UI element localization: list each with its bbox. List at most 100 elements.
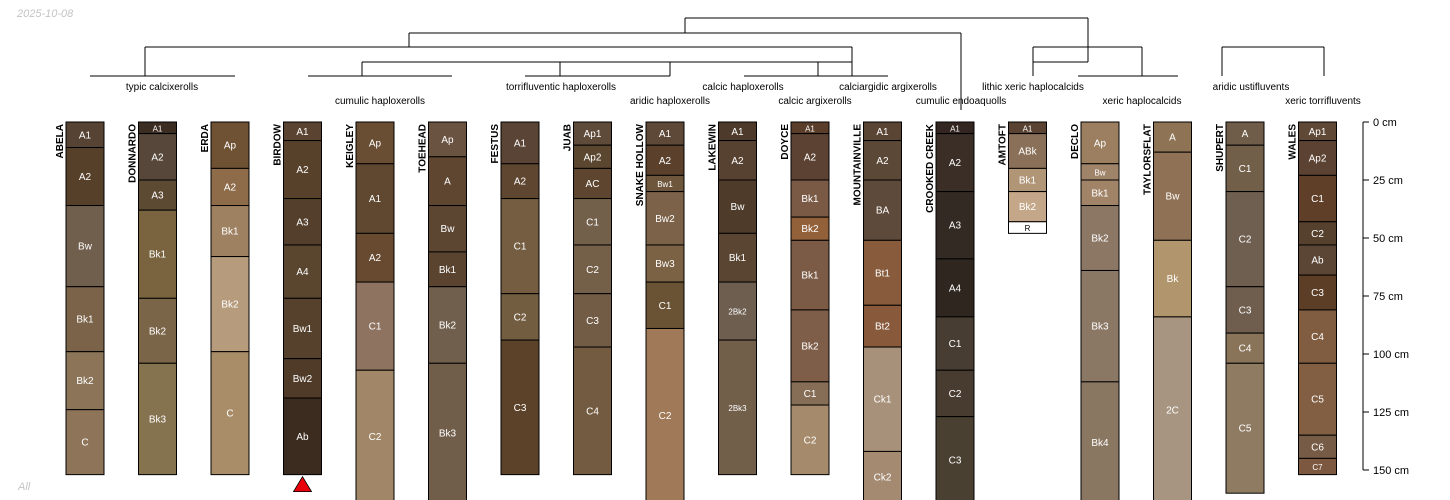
horizon-label: A4 (296, 267, 309, 278)
horizon-label: AC (586, 179, 600, 190)
horizon-ap (1080, 121, 1120, 165)
horizon-label: Bk1 (1019, 176, 1037, 187)
horizon-2c (1153, 316, 1192, 500)
horizon-label: A2 (296, 165, 309, 176)
horizon-label: 2Bk2 (728, 308, 747, 317)
horizon-label: A1 (805, 124, 815, 133)
horizon-label: C2 (586, 265, 599, 276)
horizon-label: A3 (296, 217, 309, 228)
horizon-label: Bk2 (439, 321, 457, 332)
horizon-label: C2 (1311, 229, 1324, 240)
horizon-label: BA (876, 206, 890, 217)
horizon-label: C2 (1239, 235, 1252, 246)
report-date: 2025-10-08 (17, 8, 74, 20)
horizon-label: A2 (79, 172, 92, 183)
profile-wales: Ap1 Ap2 C1 C2 Ab C3 C4 C5 C6 C7 WALES (1288, 121, 1337, 476)
horizon-bw3 (645, 244, 685, 283)
horizon-bk1 (210, 205, 250, 258)
horizon-abk (1008, 133, 1047, 169)
horizon-label: A1 (79, 130, 92, 141)
horizon-bk3 (138, 362, 177, 476)
horizon-a1 (500, 121, 540, 165)
horizon-label: C4 (1239, 344, 1252, 355)
horizon-bk2 (138, 297, 177, 364)
taxon-label: cumulic endoaquolls (916, 96, 1007, 107)
taxon-label: xeric torrifluvents (1285, 96, 1361, 107)
horizon-bt2 (863, 304, 902, 348)
taxon-label: xeric haplocalcids (1103, 96, 1182, 107)
horizon-a2 (283, 140, 322, 200)
horizon-bk1 (790, 179, 830, 218)
horizon-label: C2 (804, 435, 817, 446)
horizon-c2 (355, 369, 395, 500)
horizon-bk (1153, 239, 1192, 318)
horizon-label: Bk1 (801, 194, 819, 205)
profile-name: MOUNTAINVILLE (853, 124, 864, 206)
profile-keigley: Ap A1 A2 C1 C2 KEIGLEY (345, 121, 395, 500)
horizon-r (1008, 221, 1047, 234)
horizon-bk2 (790, 309, 830, 383)
horizon-label: Bw2 (655, 214, 675, 225)
taxon-label: calcic haploxerolls (702, 82, 783, 93)
horizon-label: C1 (586, 217, 599, 228)
taxon-label: calcic argixerolls (778, 96, 851, 107)
horizon-bk1 (428, 251, 467, 288)
horizon-2bk2 (718, 281, 757, 341)
profile-name: TOEHEAD (418, 124, 429, 173)
filter-label: All (18, 481, 31, 493)
horizon-bk1 (1080, 179, 1120, 207)
taxon-label: aridic haploxerolls (630, 96, 710, 107)
horizon-label: C1 (1239, 164, 1252, 175)
horizon-label: C1 (1311, 194, 1324, 205)
horizon-label: Bk1 (1091, 188, 1109, 199)
horizon-bt1 (863, 239, 902, 306)
horizon-label: C (81, 438, 88, 449)
horizon-label: A (1169, 133, 1176, 144)
horizon-label: Bk1 (76, 315, 94, 326)
horizon-label: A2 (876, 156, 889, 167)
profile-crooked-creek: A1 A2 A3 A4 C1 C2 C3 CROOKED CREEK (925, 121, 975, 500)
horizon-bw (1153, 151, 1192, 241)
horizon-label: Bk2 (801, 341, 819, 352)
horizon-label: C5 (1311, 395, 1324, 406)
taxon-label: typic calcixerolls (126, 82, 198, 93)
horizon-label: A1 (153, 124, 163, 133)
horizon-label: C4 (1311, 332, 1324, 343)
horizon-label: Bw (78, 242, 93, 253)
profile-name: LAKEWIN (708, 124, 719, 171)
horizon-label: Bt2 (875, 322, 890, 333)
profile-juab: Ap1 Ap2 AC C1 C2 C3 C4 JUAB (563, 121, 612, 476)
horizon-bk4 (1080, 381, 1120, 500)
horizon-label: Ap1 (1309, 127, 1327, 138)
horizon-label: C1 (369, 322, 382, 333)
profile-mountainville: A1 A2 BA Bt1 Bt2 Ck1 Ck2 MOUNTAINVILLE (853, 121, 902, 500)
horizon-label: Bk2 (76, 376, 94, 387)
horizon-label: C2 (369, 432, 382, 443)
horizon-label: C3 (1311, 288, 1324, 299)
horizon-label: C6 (1311, 442, 1324, 453)
horizon-label: C4 (586, 406, 599, 417)
depth-axis: 0 cm 25 cm 50 cm 75 cm 100 cm 125 cm 150 cm (1362, 117, 1409, 477)
horizon-c1 (573, 198, 612, 246)
axis-tick-label: 50 cm (1373, 233, 1403, 245)
profile-name: FESTUS (490, 124, 501, 164)
horizon-bk1 (790, 239, 830, 311)
horizon-label: Ck1 (874, 395, 892, 406)
horizon-label: Bk1 (221, 227, 239, 238)
axis-tick-label: 125 cm (1373, 407, 1409, 419)
horizon-label: C1 (804, 389, 817, 400)
profile-festus: A1 A2 C1 C2 C3 FESTUS (490, 121, 540, 476)
horizon-label: Bw1 (657, 180, 673, 189)
horizon-label: Bk2 (149, 326, 167, 337)
horizon-label: Ck2 (874, 473, 892, 484)
horizon-label: Ab (296, 432, 309, 443)
horizon-c (210, 351, 250, 476)
horizon-bw2 (283, 358, 322, 399)
horizon-label: Bw2 (293, 374, 313, 385)
axis-tick-label: 100 cm (1373, 349, 1409, 361)
horizon-c4 (1298, 309, 1337, 364)
profile-lakewin: A1 A2 Bw Bk1 2Bk2 2Bk3 LAKEWIN (708, 121, 757, 476)
horizon-label: A2 (514, 177, 527, 188)
horizon-label: A3 (151, 191, 164, 202)
horizon-label: C (226, 409, 233, 420)
